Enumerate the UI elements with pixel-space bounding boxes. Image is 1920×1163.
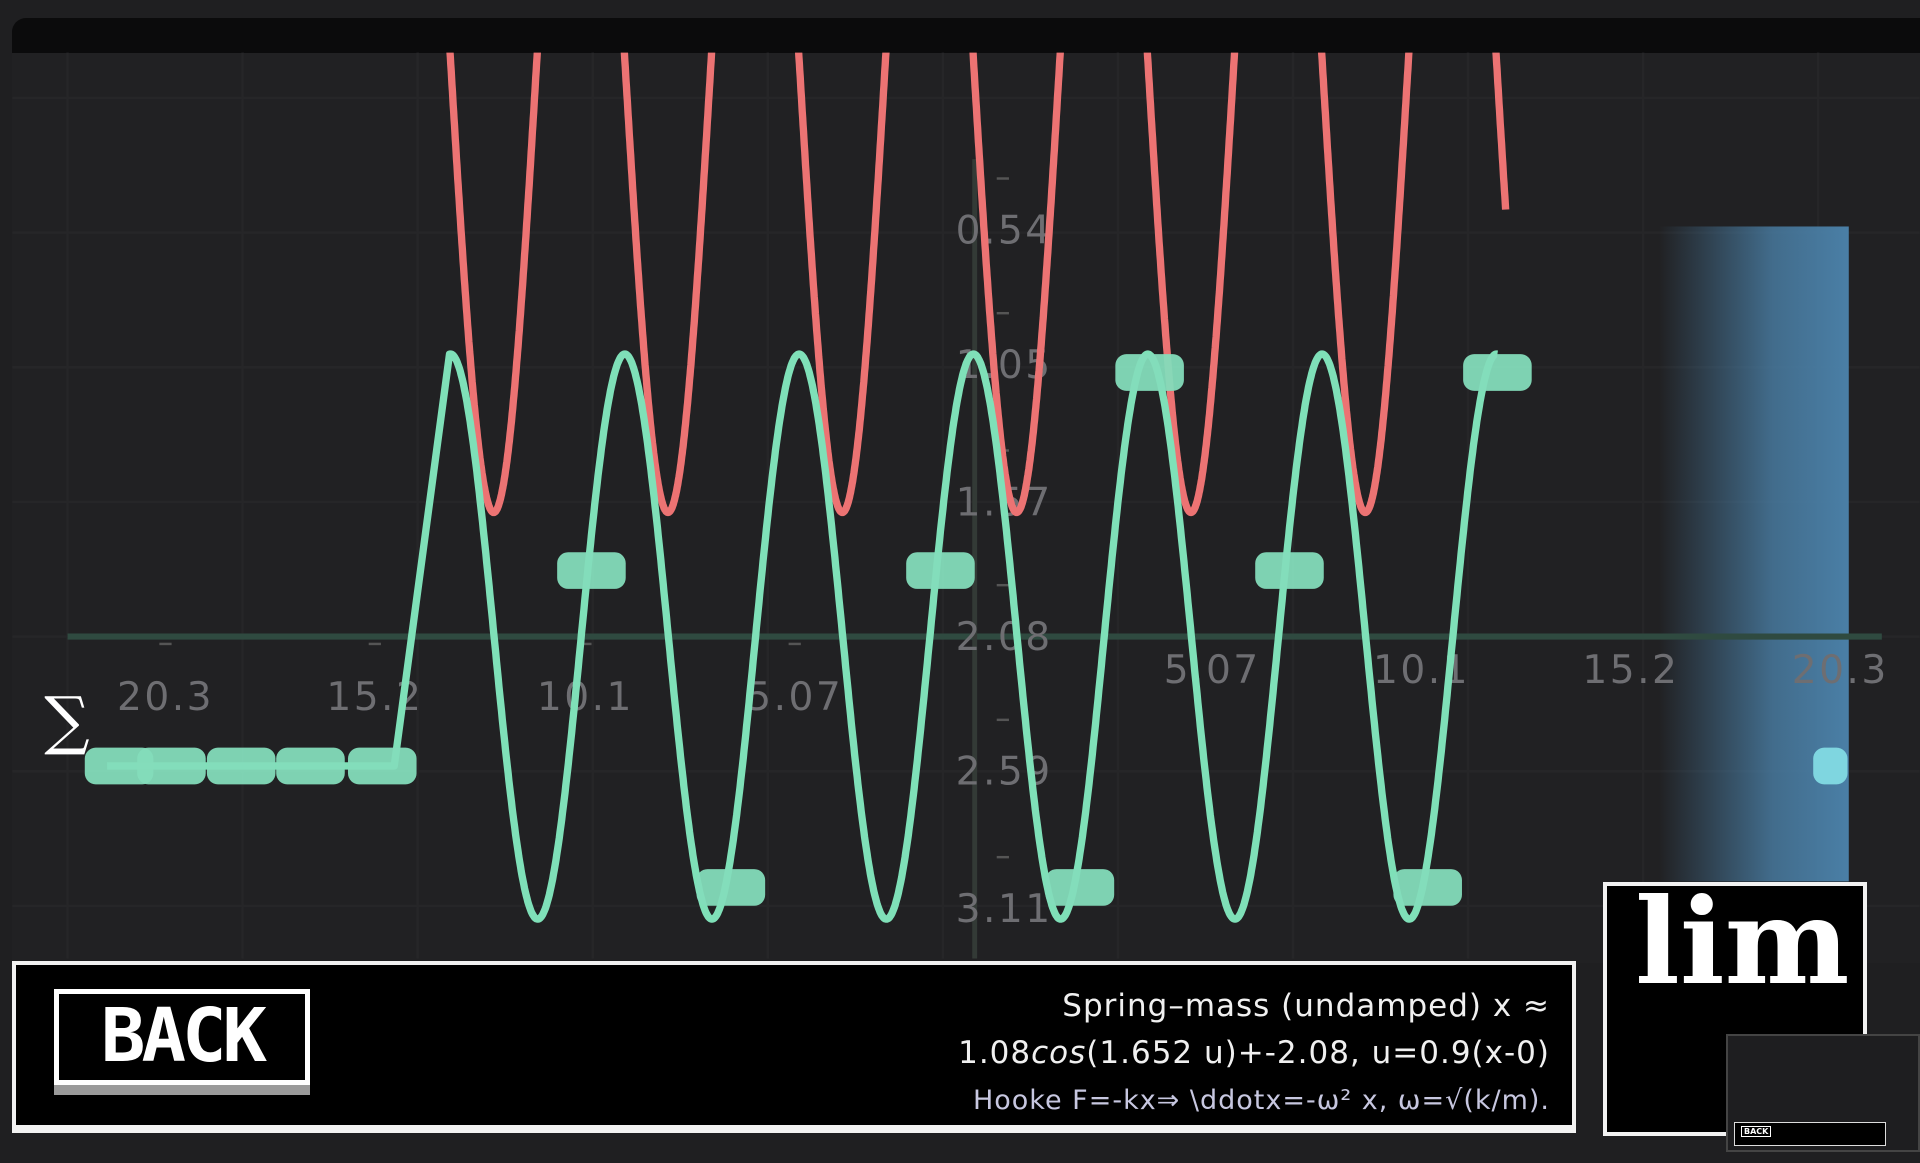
data-marker xyxy=(347,747,417,785)
data-marker xyxy=(137,747,206,785)
x-tick-label: 10.1 xyxy=(1373,648,1470,693)
data-marker xyxy=(1255,552,1324,589)
x-tick-label: 5.07 xyxy=(1164,648,1261,693)
y-tick-label: 2.59 xyxy=(956,750,1053,795)
caption-line-1: Spring–mass (undamped) x ≈ xyxy=(1062,988,1550,1024)
sigma-annotation: ∑ xyxy=(44,684,89,758)
mini-logo: BACK xyxy=(1741,1126,1772,1137)
series-green-line xyxy=(107,350,1501,923)
caption-text: Spring–mass (undamped) x ≈ 1.08cos(1.652… xyxy=(958,983,1550,1124)
data-marker xyxy=(84,747,154,785)
data-marker xyxy=(557,552,626,589)
caption-box: BACK Spring–mass (undamped) x ≈ 1.08cos(… xyxy=(12,961,1576,1133)
highlight-marker xyxy=(1813,747,1848,785)
window-top-bar xyxy=(12,18,1920,53)
y-tick-label: 1.05 xyxy=(956,343,1053,388)
y-tick-label: 0.54 xyxy=(956,208,1053,253)
x-tick-label: 20.3 xyxy=(117,675,214,720)
caption-line-3: Hooke F=-kx⇒ \ddotx=-ω² x, ω=√(k/m). xyxy=(972,1085,1550,1116)
data-marker xyxy=(696,869,766,906)
x-tick-label: 20.3 xyxy=(1792,648,1889,693)
y-tick-label: 3.11 xyxy=(956,887,1053,932)
data-marker xyxy=(1463,354,1532,391)
thumbnail-lim-text: lim xyxy=(1635,882,1850,1011)
data-marker xyxy=(1115,354,1184,391)
caption-cos: cos xyxy=(1031,1035,1087,1071)
series-red-line xyxy=(446,52,1510,517)
x-tick-label: 15.2 xyxy=(1582,648,1679,693)
data-marker xyxy=(1393,869,1462,906)
caption-arg: (1.652 u)+-2.08, u=0.9(x-0) xyxy=(1086,1035,1550,1071)
plot-area xyxy=(12,53,1920,963)
data-marker xyxy=(1045,869,1115,906)
x-tick-label: 10.1 xyxy=(537,675,634,720)
mini-screenshot-preview[interactable]: BACK xyxy=(1726,1034,1920,1152)
mini-caption: BACK xyxy=(1734,1122,1886,1146)
data-marker xyxy=(276,747,345,785)
caption-line-2: 1.08cos(1.652 u)+-2.08, u=0.9(x-0) xyxy=(958,1030,1550,1077)
data-marker xyxy=(906,552,975,589)
data-marker xyxy=(206,747,276,785)
caption-coef: 1.08 xyxy=(958,1035,1032,1071)
y-tick-label: 2.08 xyxy=(956,615,1053,660)
back-logo: BACK xyxy=(54,989,310,1085)
x-tick-label: 5.07 xyxy=(746,675,843,720)
